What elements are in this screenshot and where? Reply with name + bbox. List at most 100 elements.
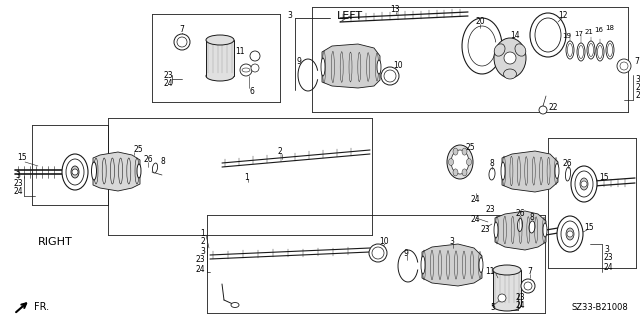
Ellipse shape [529,221,535,233]
Text: 23: 23 [515,293,525,301]
Circle shape [384,70,396,82]
Ellipse shape [479,257,483,272]
Ellipse shape [462,148,467,155]
Text: 3: 3 [449,238,454,247]
Text: 23: 23 [163,70,173,79]
Text: 24: 24 [515,301,525,310]
Text: 19: 19 [563,33,572,39]
Circle shape [617,59,631,73]
Circle shape [72,169,78,175]
Text: 23: 23 [13,180,23,189]
Circle shape [504,52,516,64]
Text: FR.: FR. [35,302,49,312]
Ellipse shape [543,223,547,237]
Text: 8: 8 [161,158,165,167]
Circle shape [369,244,387,262]
Ellipse shape [242,68,250,72]
Polygon shape [493,270,521,306]
Text: 23: 23 [480,226,490,234]
Circle shape [521,279,535,293]
Ellipse shape [66,159,84,185]
Ellipse shape [137,164,141,178]
Text: 22: 22 [548,103,557,113]
Text: 26: 26 [562,159,572,167]
Text: 15: 15 [17,153,27,162]
Circle shape [250,51,260,61]
Ellipse shape [598,46,602,58]
Ellipse shape [206,35,234,45]
Text: 8: 8 [530,212,534,221]
Ellipse shape [575,171,593,197]
Ellipse shape [571,166,597,202]
Ellipse shape [566,41,574,59]
Text: 14: 14 [510,32,520,41]
Text: RIGHT: RIGHT [38,237,72,247]
Ellipse shape [494,44,505,56]
Text: 8: 8 [490,159,494,167]
Text: 26: 26 [143,155,153,165]
Text: 7: 7 [634,57,639,66]
Text: 7: 7 [527,268,532,277]
Ellipse shape [92,162,97,180]
Text: 3: 3 [604,244,609,254]
Ellipse shape [501,162,505,180]
Ellipse shape [596,43,604,61]
Ellipse shape [493,265,521,275]
Circle shape [524,282,532,290]
Ellipse shape [494,222,498,238]
Polygon shape [322,44,380,88]
Ellipse shape [377,60,381,74]
Text: 23: 23 [635,84,640,93]
Circle shape [372,247,384,259]
Ellipse shape [321,58,325,76]
Ellipse shape [589,43,593,56]
Text: 24: 24 [635,92,640,100]
Circle shape [539,106,547,114]
Ellipse shape [71,166,79,178]
Ellipse shape [421,256,425,274]
Text: 17: 17 [575,31,584,37]
Circle shape [251,64,259,72]
Ellipse shape [467,159,472,166]
Text: 21: 21 [584,29,593,35]
Text: 12: 12 [558,11,568,20]
Text: 10: 10 [393,62,403,70]
Ellipse shape [494,38,526,78]
Text: 13: 13 [390,5,400,14]
Ellipse shape [566,228,574,240]
Text: 11: 11 [235,48,244,56]
Ellipse shape [515,44,526,56]
Text: 25: 25 [465,144,475,152]
Ellipse shape [561,221,579,247]
Text: LEFT: LEFT [337,11,363,21]
Text: 18: 18 [605,25,614,31]
Text: 16: 16 [595,27,604,33]
Ellipse shape [568,43,573,56]
Text: 26: 26 [515,209,525,218]
Polygon shape [422,244,482,286]
Text: 24: 24 [470,216,480,225]
Ellipse shape [453,169,458,176]
Ellipse shape [555,164,559,179]
Ellipse shape [489,168,495,180]
Circle shape [620,62,628,70]
Ellipse shape [530,13,566,57]
Text: 3: 3 [200,247,205,256]
Circle shape [381,67,399,85]
Text: 9: 9 [404,249,408,257]
Text: 24: 24 [13,188,23,197]
Text: 3: 3 [635,76,640,85]
Text: 11: 11 [486,268,495,277]
Ellipse shape [577,43,585,61]
Text: 23: 23 [195,256,205,264]
Text: 24: 24 [163,78,173,87]
Polygon shape [93,152,140,191]
Ellipse shape [493,301,521,311]
Polygon shape [502,151,558,192]
Ellipse shape [557,216,583,252]
Text: 5: 5 [491,302,495,311]
Text: 9: 9 [296,57,301,66]
Ellipse shape [565,167,571,181]
Ellipse shape [451,150,469,174]
Text: 10: 10 [379,238,389,247]
